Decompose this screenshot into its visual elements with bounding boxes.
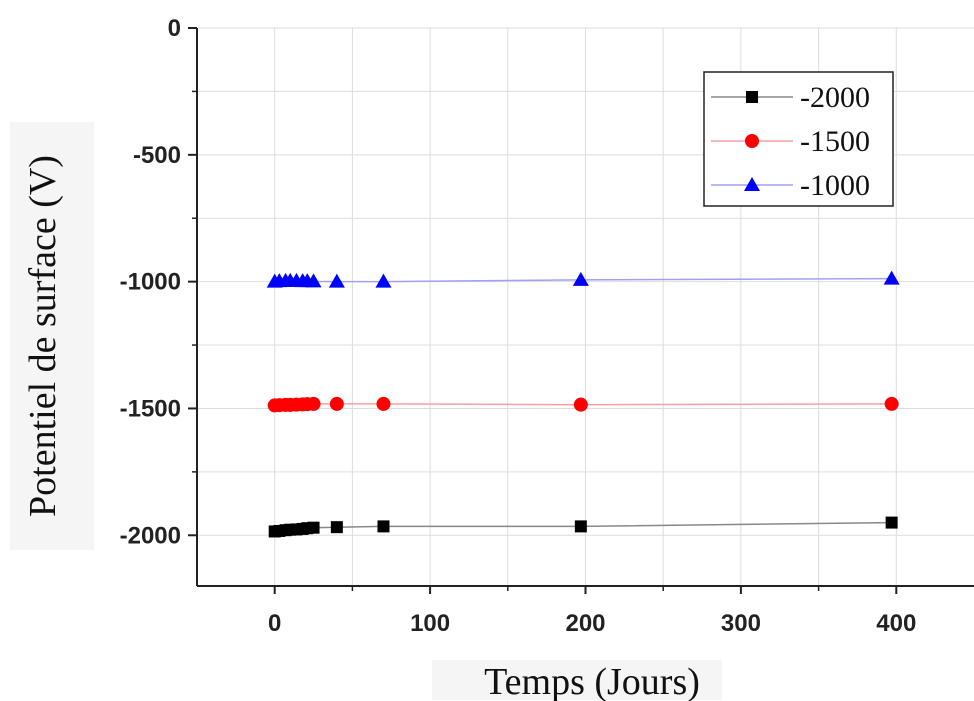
series-layer (266, 270, 900, 538)
data-point (884, 396, 899, 411)
legend: -2000 -1500 -1000 (703, 71, 894, 207)
data-point (305, 273, 322, 288)
tick-labels: 0 100 200 300 400 0 -500 -1000 -1500 -2000 (120, 15, 917, 637)
data-point (883, 270, 900, 285)
data-point (573, 397, 588, 412)
data-point (375, 273, 392, 288)
data-point (376, 396, 391, 411)
y-tick-label: -1000 (120, 269, 181, 296)
y-tick-label: 0 (168, 15, 181, 42)
x-tick-label: 0 (268, 610, 281, 637)
x-axis-title: Temps (Jours) (484, 661, 700, 701)
data-point (572, 271, 589, 286)
data-point (329, 396, 344, 411)
series--1500 (267, 396, 899, 413)
series--2000 (268, 516, 898, 538)
legend-marker (746, 91, 758, 103)
data-point (574, 520, 587, 533)
x-tick-label: 400 (876, 610, 916, 637)
x-tick-label: 100 (410, 610, 450, 637)
series--1000 (266, 270, 900, 288)
y-tick-label: -1500 (120, 395, 181, 422)
ylabel-background (10, 122, 94, 550)
x-tick-label: 200 (565, 610, 605, 637)
legend-label: -2000 (800, 81, 870, 114)
data-point (377, 520, 390, 533)
legend-marker (744, 177, 760, 191)
legend-label: -1500 (800, 125, 870, 158)
y-tick-label: -2000 (120, 522, 181, 549)
y-tick-label: -500 (133, 142, 181, 169)
data-point (307, 521, 320, 534)
data-point (330, 521, 343, 534)
legend-label: -1000 (800, 169, 870, 202)
y-axis-title: Potentiel de surface (V) (22, 155, 64, 517)
data-point (885, 516, 898, 529)
legend-marker (745, 134, 759, 148)
data-point (328, 273, 345, 288)
x-tick-label: 300 (721, 610, 761, 637)
xlabel-background (432, 660, 722, 700)
legend-box (703, 71, 894, 207)
data-point (306, 396, 321, 411)
